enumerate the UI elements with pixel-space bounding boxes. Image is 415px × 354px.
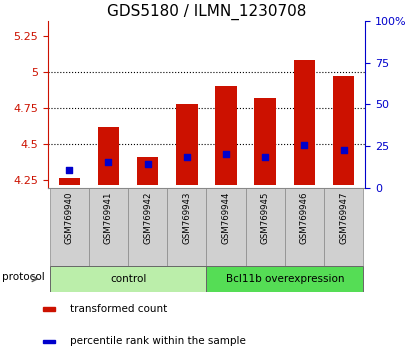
Bar: [59, 178, 80, 185]
Bar: [294, 60, 315, 185]
Bar: [285, 188, 324, 266]
Text: transformed count: transformed count: [70, 304, 167, 314]
Bar: [43, 339, 55, 343]
Text: percentile rank within the sample: percentile rank within the sample: [70, 336, 246, 347]
Bar: [50, 188, 89, 266]
Point: [183, 154, 190, 159]
Point: [105, 159, 112, 165]
Text: GSM769947: GSM769947: [339, 192, 348, 244]
Text: Bcl11b overexpression: Bcl11b overexpression: [226, 274, 344, 284]
Point: [340, 147, 347, 153]
Bar: [167, 188, 207, 266]
Text: control: control: [110, 274, 146, 284]
Bar: [176, 104, 198, 185]
Bar: [207, 188, 246, 266]
Bar: [43, 307, 55, 311]
Point: [301, 142, 308, 148]
Text: GSM769941: GSM769941: [104, 192, 113, 244]
Bar: [333, 76, 354, 185]
Title: GDS5180 / ILMN_1230708: GDS5180 / ILMN_1230708: [107, 4, 306, 20]
Bar: [207, 266, 363, 292]
Point: [144, 162, 151, 167]
Text: GSM769944: GSM769944: [222, 192, 231, 244]
Text: GSM769945: GSM769945: [261, 192, 270, 244]
Bar: [254, 98, 276, 185]
Bar: [50, 266, 207, 292]
Bar: [98, 127, 119, 185]
Text: GSM769942: GSM769942: [143, 192, 152, 244]
Text: GSM769946: GSM769946: [300, 192, 309, 244]
Point: [223, 151, 229, 156]
Text: protocol: protocol: [2, 273, 45, 282]
Bar: [128, 188, 167, 266]
Bar: [246, 188, 285, 266]
Bar: [89, 188, 128, 266]
Point: [262, 154, 269, 159]
Bar: [215, 86, 237, 185]
Bar: [324, 188, 363, 266]
Bar: [137, 157, 159, 185]
Text: GSM769940: GSM769940: [65, 192, 74, 244]
Text: GSM769943: GSM769943: [182, 192, 191, 244]
Point: [66, 167, 73, 172]
